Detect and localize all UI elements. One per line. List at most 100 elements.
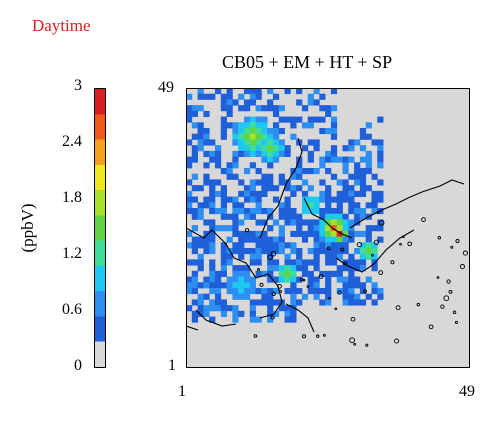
heatmap-cell: [377, 116, 384, 123]
heatmap-cell: [214, 88, 222, 95]
heatmap-cell: [296, 248, 303, 255]
heatmap-cell: [209, 93, 216, 100]
heatmap-cell: [232, 173, 239, 180]
heatmap-cell: [255, 179, 262, 186]
island-outline: [277, 283, 282, 289]
heatmap-cell: [255, 145, 262, 152]
heatmap-cell: [278, 230, 285, 237]
heatmap-cell: [255, 299, 262, 306]
heatmap-cell: [261, 179, 268, 186]
heatmap-cell: [249, 122, 256, 129]
heatmap-cell: [186, 110, 193, 117]
heatmap-cell: [301, 190, 309, 197]
heatmap-cell: [330, 213, 338, 220]
heatmap-cell: [238, 248, 245, 255]
heatmap-cell: [209, 179, 216, 186]
heatmap-cell: [354, 276, 361, 283]
heatmap-cell: [330, 145, 338, 152]
heatmap-cell: [243, 230, 251, 237]
heatmap-cell: [342, 288, 349, 295]
heatmap-cell: [296, 253, 303, 260]
heatmap-cell: [232, 139, 239, 146]
island-outline: [253, 334, 258, 338]
heatmap-cell: [249, 93, 256, 100]
heatmap-cell: [197, 202, 204, 209]
heatmap-cell: [342, 242, 349, 249]
heatmap-cell: [365, 293, 372, 300]
heatmap-cell: [267, 179, 274, 186]
heatmap-cell: [249, 150, 256, 157]
heatmap-cell: [348, 299, 355, 306]
heatmap-cell: [226, 162, 233, 169]
heatmap-cell: [284, 259, 291, 266]
heatmap-cell: [232, 122, 239, 129]
heatmap-cell: [313, 225, 320, 232]
island-outline: [428, 324, 434, 330]
island-outline: [421, 217, 426, 222]
heatmap-cell: [191, 133, 198, 140]
heatmap-cell: [313, 276, 320, 283]
heatmap-cell: [214, 179, 222, 186]
heatmap-cell: [226, 276, 233, 283]
heatmap-cell: [226, 168, 233, 175]
heatmap-cell: [342, 196, 349, 203]
heatmap-cell: [313, 293, 320, 300]
heatmap-cell: [325, 196, 332, 203]
heatmap-cell: [203, 150, 210, 157]
heatmap-cell: [191, 242, 198, 249]
heatmap-cell: [272, 276, 280, 283]
heatmap-cell: [220, 259, 227, 266]
heatmap-cell: [290, 133, 297, 140]
heatmap-cell: [371, 259, 378, 266]
island-outline: [399, 242, 402, 246]
heatmap-cell: [336, 190, 343, 197]
island-outline: [407, 241, 413, 247]
heatmap-cell: [272, 288, 280, 295]
heatmap-cell: [255, 116, 262, 123]
heatmap-cell: [307, 196, 314, 203]
island-outline: [378, 270, 384, 275]
heatmap-cell: [267, 225, 274, 232]
heatmap-cell: [290, 208, 297, 215]
heatmap-cell: [348, 173, 355, 180]
heatmap-cell: [197, 305, 204, 312]
heatmap-cell: [267, 150, 274, 157]
heatmap-cell: [214, 208, 222, 215]
heatmap-cell: [359, 288, 367, 295]
heatmap-cell: [348, 208, 355, 215]
heatmap-cell: [267, 185, 274, 192]
heatmap-cell: [249, 305, 256, 312]
heatmap-cell: [197, 93, 204, 100]
island-outline: [350, 316, 356, 322]
heatmap-cell: [232, 202, 239, 209]
heatmap-cell: [191, 150, 198, 157]
heatmap-cell: [191, 299, 198, 306]
heatmap-cell: [336, 248, 343, 255]
heatmap-cell: [371, 225, 378, 232]
heatmap-cell: [272, 133, 280, 140]
heatmap-cell: [371, 190, 378, 197]
heatmap-cell: [336, 225, 343, 232]
heatmap-cell: [278, 305, 285, 312]
heatmap-cell: [249, 99, 256, 106]
heatmap-cell: [255, 253, 262, 260]
heatmap-cell: [342, 293, 349, 300]
heatmap-cell: [220, 265, 227, 272]
heatmap-cell: [243, 236, 251, 243]
heatmap-cell: [307, 282, 314, 289]
heatmap-cell: [307, 248, 314, 255]
heatmap-cell: [284, 196, 291, 203]
heatmap-cell: [278, 128, 285, 135]
heatmap-cell: [348, 190, 355, 197]
heatmap-cell: [214, 270, 222, 277]
heatmap-cell: [307, 259, 314, 266]
heatmap-cell: [261, 122, 268, 129]
heatmap-cell: [307, 168, 314, 175]
heatmap-cell: [226, 282, 233, 289]
heatmap-cell: [290, 213, 297, 220]
heatmap-cell: [307, 185, 314, 192]
heatmap-cell: [342, 236, 349, 243]
island-outline: [446, 279, 451, 284]
island-outline: [316, 334, 320, 338]
heatmap-cell: [197, 105, 204, 112]
